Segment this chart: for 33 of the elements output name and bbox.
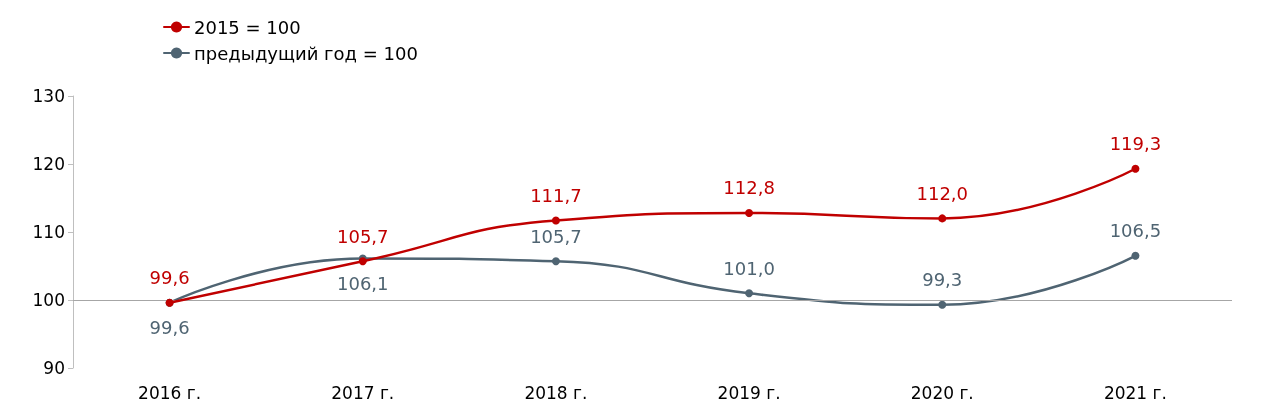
x-tick-label: 2017 г. (331, 382, 395, 403)
data-label: 112,8 (723, 177, 775, 199)
x-tick-label: 2019 г. (717, 382, 781, 403)
y-tick-label: 130 (32, 86, 65, 106)
point (551, 257, 560, 266)
x-tick-label: 2021 г. (1103, 382, 1167, 403)
legend-label: 2015 = 100 (194, 16, 301, 38)
data-label: 105,7 (530, 225, 582, 247)
data-label: 99,6 (149, 317, 190, 339)
data-label: 106,1 (336, 273, 389, 295)
data-label: 99,6 (149, 267, 190, 289)
point (745, 289, 754, 298)
y-tick-label: 90 (43, 358, 65, 378)
x-tick-label: 2018 г. (524, 382, 588, 403)
data-label: 105,7 (336, 225, 389, 247)
data-label: 111,7 (530, 184, 582, 206)
data-label: 119,3 (1109, 133, 1162, 155)
point (1131, 164, 1140, 173)
x-tick-label: 2020 г. (910, 382, 974, 403)
point (938, 300, 947, 309)
y-tick-label: 100 (32, 290, 65, 310)
data-label: 99,3 (922, 269, 963, 291)
x-tick-label: 2016 г. (138, 382, 202, 403)
y-tick-label: 120 (32, 154, 65, 174)
y-tick-label: 110 (32, 222, 65, 242)
point (1131, 251, 1140, 260)
point (551, 216, 560, 225)
data-label: 101,0 (723, 257, 775, 279)
point (745, 208, 754, 217)
legend-label: предыдущий год = 100 (194, 42, 418, 64)
data-label: 106,5 (1109, 220, 1162, 242)
data-label: 112,0 (916, 182, 969, 204)
point (938, 214, 947, 223)
